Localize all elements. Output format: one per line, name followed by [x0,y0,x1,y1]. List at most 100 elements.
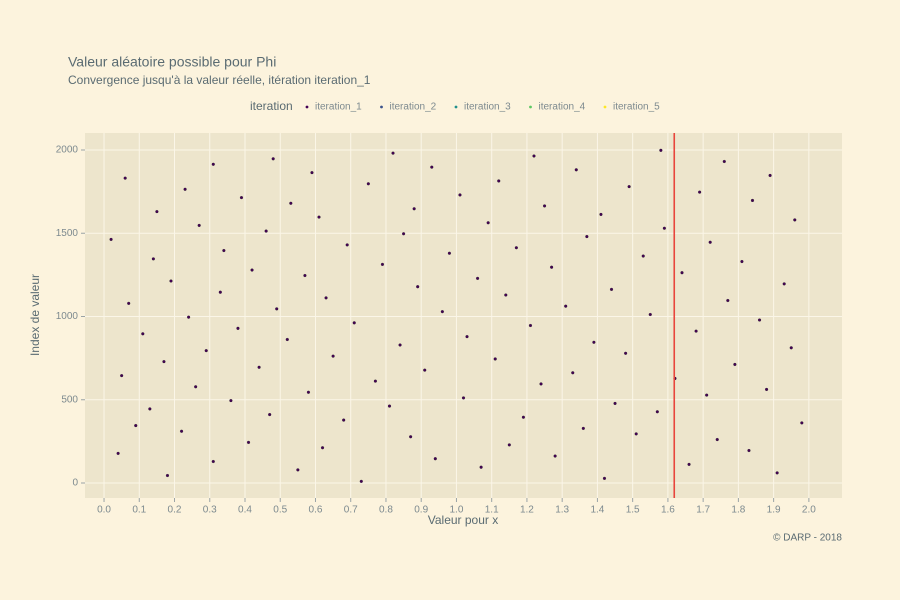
point [402,232,406,236]
point [412,207,416,211]
point [380,262,384,266]
point [155,210,159,214]
point [387,404,392,408]
x-tick-label: 0.1 [132,505,146,516]
legend-marker [305,105,309,109]
point [733,362,737,367]
x-axis-label: Valeur pour x [428,513,498,527]
x-tick-label: 0.5 [273,505,287,516]
point [123,176,127,180]
point [183,187,187,191]
x-tick-label: 2.0 [802,505,816,516]
point [497,179,501,183]
point [306,390,310,394]
y-tick-label: 0 [72,478,78,489]
point [476,276,480,280]
point [602,476,607,480]
point [461,396,466,400]
point [800,421,804,425]
point [345,243,349,247]
point [409,435,413,439]
point [765,387,769,391]
point [479,465,483,469]
y-axis-label: Index de valeur [28,274,42,356]
point [740,259,744,264]
point [285,337,289,342]
x-tick-label: 1.2 [520,505,534,516]
point [708,240,712,244]
point [268,413,272,417]
point [465,335,469,339]
point [289,201,293,205]
point [585,235,589,239]
plot-panel [85,133,842,498]
point [543,204,547,208]
x-tick-label: 0.8 [379,505,393,516]
point [715,438,719,442]
point [116,451,120,455]
point [504,293,508,297]
point [440,310,444,314]
x-tick-label: 1.9 [767,505,781,516]
point [447,251,451,255]
y-tick-label: 500 [61,394,78,405]
point [320,446,325,450]
point [169,279,173,283]
legend-label: iteration_3 [464,102,511,113]
legend-marker [529,105,532,109]
point [564,304,568,308]
point [423,368,427,372]
point [148,407,152,411]
point [324,296,328,300]
point [257,365,261,369]
point [581,426,585,430]
point [574,168,578,172]
point [250,268,254,272]
point [599,212,603,216]
point [528,323,533,328]
legend-marker [454,105,458,109]
point [151,257,155,261]
point [687,462,691,466]
point [592,340,596,344]
point [165,473,170,478]
point [458,193,462,197]
legend-label: iteration_2 [390,102,437,113]
point [521,415,525,419]
point [359,479,363,483]
point [627,185,631,189]
point [366,182,370,186]
legend-label: iteration_5 [613,102,660,113]
x-tick-label: 0.6 [309,505,323,516]
x-tick-label: 1.6 [661,505,675,516]
point [141,332,145,336]
point [493,357,497,361]
point [433,457,437,461]
point [430,165,434,169]
point [120,374,124,378]
point [197,223,201,227]
y-tick-label: 1000 [56,311,79,322]
point [180,429,184,433]
point [109,237,113,241]
legend-label: iteration_1 [315,102,362,113]
point [236,326,240,330]
point [757,318,762,322]
point [648,312,652,317]
x-tick-label: 0.9 [414,505,428,516]
point [750,198,755,202]
point [514,246,518,250]
point [609,287,614,291]
point [655,410,659,414]
y-tick-label: 1500 [56,228,79,239]
point [613,401,617,405]
point [229,399,233,403]
point [793,218,797,222]
point [532,154,536,158]
point [204,349,208,353]
point [296,468,300,472]
point [680,271,684,275]
x-tick-label: 1.4 [590,505,604,516]
x-tick-label: 0.7 [344,505,358,516]
x-tick-label: 1.1 [485,505,499,516]
